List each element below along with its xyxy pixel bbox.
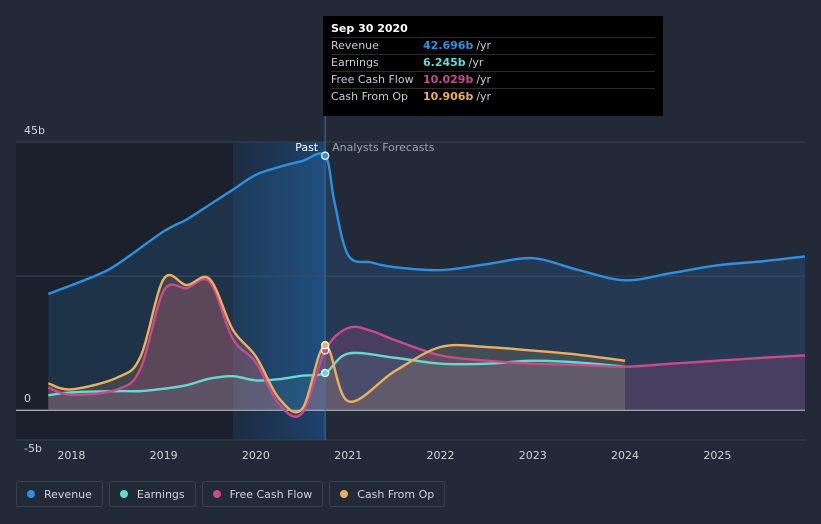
legend-label: Free Cash Flow (229, 487, 313, 501)
y-tick-label: 0 (24, 392, 31, 405)
cash-from-op-line (47, 273, 626, 414)
tooltip-unit: /yr (476, 39, 492, 52)
tooltip-row-cash-from-op: Cash From Op 10.906b /yr (331, 88, 655, 105)
y-axis: 45b 0 -5b (24, 124, 45, 455)
x-axis: 2018 2019 2020 2021 2022 2023 2024 2025 (57, 449, 731, 462)
legend-label: Revenue (44, 487, 92, 501)
tooltip-unit: /yr (476, 73, 492, 86)
tooltip-unit: /yr (476, 90, 492, 103)
cash-from-op-area (48, 274, 626, 413)
free-cash-flow-area (48, 279, 806, 417)
legend-label: Earnings (136, 487, 185, 501)
legend-dot-icon (27, 490, 35, 498)
gridlines (16, 141, 805, 441)
y-tick-label: -5b (24, 442, 42, 455)
tooltip-row-earnings: Earnings 6.245b /yr (331, 54, 655, 71)
x-tick-label: 2024 (611, 449, 639, 462)
tooltip-value: 10.906b (423, 90, 474, 103)
tooltip-value: 10.029b (423, 73, 474, 86)
legend-item-cash-from-op[interactable]: Cash From Op (329, 481, 446, 507)
legend: Revenue Earnings Free Cash Flow Cash Fro… (16, 481, 446, 507)
forecast-label: Analysts Forecasts (332, 141, 435, 154)
earnings-line (48, 351, 626, 397)
revenue-marker (320, 151, 330, 160)
tooltip-value: 42.696b (423, 39, 474, 52)
free-cash-flow-line (47, 278, 806, 418)
earnings-area (48, 352, 626, 411)
tooltip-label: Free Cash Flow (331, 73, 414, 86)
legend-dot-icon (119, 490, 128, 498)
tooltip: Sep 30 2020 Revenue 42.696b /yr Earnings… (323, 16, 663, 116)
x-tick-label: 2020 (242, 449, 270, 462)
series-lines (47, 152, 806, 418)
revenue-line (47, 152, 806, 296)
cash-from-op-marker (320, 341, 330, 350)
x-tick-label: 2019 (150, 449, 178, 462)
past-label: Past (295, 141, 319, 154)
earnings-marker (320, 368, 330, 378)
chart: Past Analysts Forecasts 45b 0 -5b 2018 2019… (16, 112, 806, 462)
legend-item-free-cash-flow[interactable]: Free Cash Flow (201, 481, 324, 507)
x-tick-label: 2023 (519, 449, 547, 462)
y-tick-label: 45b (24, 124, 45, 137)
divider-markers (320, 151, 330, 378)
legend-dot-icon (212, 490, 221, 498)
x-tick-label: 2021 (334, 449, 362, 462)
tooltip-unit: /yr (468, 56, 484, 69)
legend-item-earnings[interactable]: Earnings (108, 481, 196, 507)
tooltip-label: Cash From Op (331, 90, 409, 103)
tooltip-row-revenue: Revenue 42.696b /yr (331, 37, 655, 54)
legend-item-revenue[interactable]: Revenue (16, 481, 103, 507)
x-tick-label: 2022 (426, 449, 454, 462)
tooltip-label: Revenue (331, 39, 379, 52)
legend-dot-icon (340, 490, 349, 498)
tooltip-label: Earnings (331, 56, 379, 69)
tooltip-row-free-cash-flow: Free Cash Flow 10.029b /yr (331, 71, 655, 88)
tooltip-value: 6.245b (423, 56, 466, 69)
legend-label: Cash From Op (357, 487, 435, 501)
x-tick-label: 2018 (57, 449, 85, 462)
tooltip-date: Sep 30 2020 (331, 22, 408, 35)
x-tick-label: 2025 (703, 449, 731, 462)
